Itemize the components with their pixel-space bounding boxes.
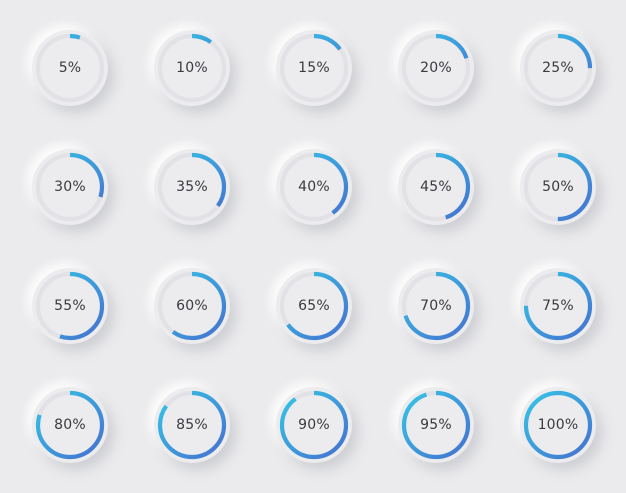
gauge-ring (279, 271, 349, 341)
gauge-progress-arc (279, 390, 349, 460)
progress-gauge: 40% (276, 149, 352, 225)
gauge-ring (401, 271, 471, 341)
gauge-label: 80% (54, 417, 86, 433)
gauge-ring (279, 33, 349, 103)
gauge-ring (523, 152, 593, 222)
gauge-progress-arc (35, 33, 105, 103)
gauge-progress-arc (279, 33, 349, 103)
gauge-ring (279, 390, 349, 460)
gauge-progress-arc (35, 271, 105, 341)
gauge-progress-arc (523, 390, 593, 460)
gauge-label: 90% (298, 417, 330, 433)
gauge-label: 10% (176, 60, 208, 76)
gauge-progress-arc (157, 33, 227, 103)
gauge-progress-arc (157, 152, 227, 222)
gauge-ring (35, 152, 105, 222)
progress-gauge: 80% (32, 387, 108, 463)
progress-gauge: 55% (32, 268, 108, 344)
gauge-label: 15% (298, 60, 330, 76)
progress-gauge: 35% (154, 149, 230, 225)
gauge-label: 30% (54, 179, 86, 195)
gauge-ring (157, 390, 227, 460)
gauge-ring (401, 152, 471, 222)
gauge-ring (523, 390, 593, 460)
progress-gauge: 90% (276, 387, 352, 463)
gauge-ring (35, 271, 105, 341)
progress-gauge: 25% (520, 30, 596, 106)
gauge-ring (401, 33, 471, 103)
gauge-label: 45% (420, 179, 452, 195)
gauge-label: 85% (176, 417, 208, 433)
gauge-ring (523, 271, 593, 341)
gauge-ring (35, 390, 105, 460)
progress-gauge: 30% (32, 149, 108, 225)
gauge-label: 50% (542, 179, 574, 195)
progress-gauge: 70% (398, 268, 474, 344)
progress-gauge: 50% (520, 149, 596, 225)
gauge-progress-arc (523, 33, 593, 103)
gauge-label: 25% (542, 60, 574, 76)
gauge-progress-arc (279, 152, 349, 222)
gauge-label: 95% (420, 417, 452, 433)
gauge-progress-arc (401, 33, 471, 103)
progress-gauge: 10% (154, 30, 230, 106)
gauge-progress-arc (157, 390, 227, 460)
gauge-ring (523, 33, 593, 103)
gauge-label: 20% (420, 60, 452, 76)
gauge-progress-arc (35, 152, 105, 222)
progress-gauge: 100% (520, 387, 596, 463)
gauge-ring (157, 271, 227, 341)
gauge-ring (157, 152, 227, 222)
progress-gauge: 85% (154, 387, 230, 463)
gauge-label: 70% (420, 298, 452, 314)
progress-gauge: 65% (276, 268, 352, 344)
progress-gauge: 60% (154, 268, 230, 344)
gauge-label: 60% (176, 298, 208, 314)
gauge-progress-arc (523, 152, 593, 222)
gauge-progress-arc (523, 271, 593, 341)
progress-gauge: 45% (398, 149, 474, 225)
gauge-ring (35, 33, 105, 103)
gauge-label: 35% (176, 179, 208, 195)
gauge-ring (157, 33, 227, 103)
gauge-label: 55% (54, 298, 86, 314)
progress-gauge: 5% (32, 30, 108, 106)
gauge-label: 65% (298, 298, 330, 314)
progress-gauge: 95% (398, 387, 474, 463)
gauge-progress-arc (401, 390, 471, 460)
gauge-label: 5% (58, 60, 82, 76)
gauge-label: 40% (298, 179, 330, 195)
gauge-ring (401, 390, 471, 460)
gauge-progress-arc (401, 152, 471, 222)
progress-gauge: 20% (398, 30, 474, 106)
gauge-progress-arc (401, 271, 471, 341)
gauge-label: 100% (537, 417, 579, 433)
gauge-progress-arc (157, 271, 227, 341)
progress-gauge: 75% (520, 268, 596, 344)
gauge-ring (279, 152, 349, 222)
gauge-label: 75% (542, 298, 574, 314)
gauge-progress-arc (279, 271, 349, 341)
gauge-progress-arc (35, 390, 105, 460)
progress-gauge: 15% (276, 30, 352, 106)
